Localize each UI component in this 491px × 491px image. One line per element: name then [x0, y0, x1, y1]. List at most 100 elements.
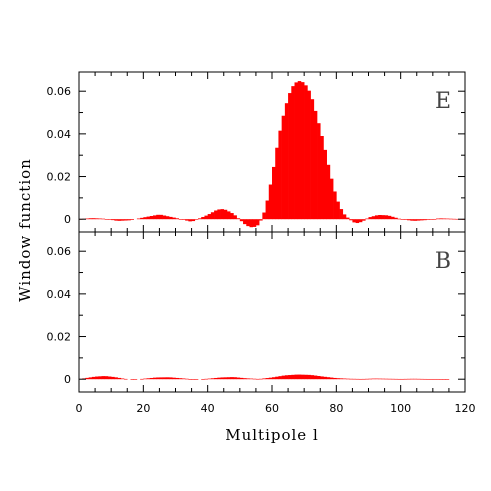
bar-b-71 [307, 374, 311, 380]
bar-e-79 [333, 191, 337, 220]
bar-b-3 [88, 377, 93, 380]
bar-e-89 [365, 218, 369, 220]
y-tick-label: 0.04 [47, 288, 72, 301]
bar-e-94 [381, 215, 385, 220]
bar-e-25 [159, 214, 163, 220]
bar-e-67 [294, 82, 299, 220]
bar-b-82 [342, 378, 347, 380]
bar-b-28 [169, 377, 173, 380]
bar-e-42 [214, 210, 218, 220]
bar-e-4 [91, 218, 96, 220]
bar-e-7 [101, 218, 106, 220]
bar-e-54 [252, 219, 257, 227]
bar-b-95 [384, 378, 389, 380]
y-tick-label: 0.06 [47, 245, 72, 258]
bar-e-15 [127, 219, 131, 221]
bar-b-99 [397, 378, 401, 380]
bar-e-43 [217, 209, 221, 220]
bar-e-66 [291, 86, 295, 220]
bar-e-40 [207, 214, 212, 220]
x-tick-label: 0 [76, 402, 83, 415]
bar-e-34 [188, 219, 192, 222]
bar-b-89 [365, 378, 369, 380]
bar-b-27 [165, 377, 170, 380]
bar-b-7 [101, 376, 106, 380]
bar-b-11 [114, 377, 118, 380]
y-tick-label: 0.04 [47, 128, 72, 141]
bar-b-44 [220, 377, 225, 380]
bar-e-49 [236, 218, 241, 220]
bar-e-14 [124, 219, 128, 221]
bar-e-56 [259, 219, 263, 221]
bar-b-114 [445, 379, 450, 380]
bar-e-18 [136, 218, 141, 220]
bar-b-101 [403, 378, 408, 380]
bar-b-85 [352, 378, 356, 380]
bar-b-113 [442, 379, 446, 380]
bar-e-29 [172, 217, 176, 220]
bar-e-86 [355, 219, 360, 224]
bar-b-10 [111, 376, 115, 380]
bar-b-62 [278, 376, 282, 380]
bar-b-106 [419, 378, 424, 380]
bar-e-97 [391, 216, 395, 220]
y-tick-label: 0.02 [47, 331, 72, 344]
bar-b-74 [317, 376, 321, 380]
bar-e-52 [246, 219, 250, 227]
bar-b-108 [426, 378, 430, 380]
bar-b-43 [217, 377, 221, 380]
bar-e-19 [140, 217, 144, 220]
bar-b-84 [349, 378, 353, 380]
panels-layer: 0 0.02 0.04 0.06 E 0 0.02 0.04 0.06 B 0 20 40 60 80 100… [47, 71, 476, 415]
bar-e-111 [436, 218, 440, 220]
bar-e-72 [310, 99, 315, 220]
bar-b-94 [381, 378, 385, 380]
bar-e-93 [378, 215, 382, 220]
bar-e-8 [104, 219, 109, 220]
bar-b-29 [172, 377, 176, 380]
y-tick-label: 0 [64, 213, 71, 226]
bar-e-112 [439, 218, 443, 220]
bar-e-46 [226, 211, 231, 220]
bar-b-93 [378, 378, 382, 380]
bar-b-17 [133, 379, 138, 380]
x-tick-label: 60 [265, 402, 279, 415]
bar-b-34 [188, 379, 192, 380]
bar-b-40 [207, 378, 212, 380]
bar-e-92 [374, 215, 379, 220]
panel-label-b: B [435, 249, 451, 274]
bar-e-75 [320, 136, 324, 220]
bar-e-95 [384, 215, 389, 220]
bar-b-77 [326, 377, 331, 380]
bar-e-84 [349, 219, 353, 221]
bar-e-11 [114, 219, 118, 221]
bar-b-87 [358, 378, 363, 380]
bar-e-30 [175, 218, 180, 220]
bar-e-70 [304, 85, 308, 220]
bar-e-60 [272, 166, 276, 220]
bar-b-2 [85, 377, 89, 380]
bar-b-16 [130, 379, 134, 380]
x-tick-label: 40 [201, 402, 215, 415]
bar-e-113 [442, 218, 446, 220]
bar-b-59 [268, 377, 273, 380]
bar-b-73 [313, 375, 318, 380]
bar-e-98 [394, 217, 398, 220]
bar-b-24 [156, 377, 160, 380]
bar-b-23 [152, 377, 157, 380]
bar-e-26 [162, 215, 167, 220]
bar-e-48 [233, 215, 237, 220]
bar-e-38 [201, 216, 205, 220]
bar-b-14 [124, 378, 128, 380]
bar-e-16 [130, 219, 134, 220]
bar-b-63 [281, 375, 286, 380]
bar-e-62 [278, 130, 282, 220]
bar-b-105 [416, 378, 421, 380]
x-tick-label: 20 [136, 402, 150, 415]
bar-b-88 [362, 378, 366, 380]
bar-e-53 [249, 219, 253, 228]
bar-b-64 [284, 375, 289, 380]
bar-b-46 [226, 377, 231, 380]
panel-e: 0 0.02 0.04 0.06 E [47, 71, 466, 233]
